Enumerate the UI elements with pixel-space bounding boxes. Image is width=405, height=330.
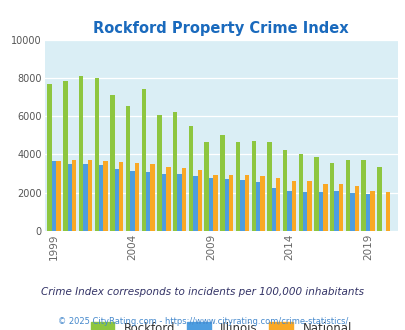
Bar	[79, 76, 83, 231]
Bar	[208, 178, 213, 231]
Text: Crime Index corresponds to incidents per 100,000 inhabitants: Crime Index corresponds to incidents per…	[41, 287, 364, 297]
Bar	[99, 165, 103, 231]
Bar	[83, 164, 87, 231]
Bar	[298, 154, 302, 231]
Bar	[146, 172, 150, 231]
Bar	[197, 170, 201, 231]
Title: Rockford Property Crime Index: Rockford Property Crime Index	[93, 21, 348, 36]
Bar	[220, 135, 224, 231]
Bar	[173, 112, 177, 231]
Bar	[354, 186, 358, 231]
Bar	[228, 175, 233, 231]
Bar	[188, 126, 193, 231]
Bar	[318, 192, 322, 231]
Bar	[103, 161, 107, 231]
Bar	[157, 115, 161, 231]
Bar	[282, 150, 287, 231]
Bar	[204, 142, 208, 231]
Bar	[126, 106, 130, 231]
Bar	[255, 182, 260, 231]
Bar	[334, 191, 338, 231]
Bar	[307, 181, 311, 231]
Bar	[260, 177, 264, 231]
Bar	[244, 175, 248, 231]
Bar	[349, 193, 354, 231]
Bar	[360, 160, 365, 231]
Bar	[385, 192, 389, 231]
Bar	[150, 164, 154, 231]
Bar	[67, 164, 72, 231]
Bar	[271, 188, 275, 231]
Bar	[119, 162, 123, 231]
Text: © 2025 CityRating.com - https://www.cityrating.com/crime-statistics/: © 2025 CityRating.com - https://www.city…	[58, 317, 347, 326]
Bar	[329, 163, 334, 231]
Bar	[110, 95, 114, 231]
Bar	[369, 191, 374, 231]
Bar	[240, 180, 244, 231]
Bar	[322, 184, 327, 231]
Bar	[141, 89, 146, 231]
Bar	[275, 178, 280, 231]
Bar	[94, 78, 99, 231]
Bar	[47, 83, 52, 231]
Bar	[376, 167, 381, 231]
Bar	[313, 157, 318, 231]
Bar	[114, 169, 119, 231]
Bar	[166, 167, 170, 231]
Bar	[134, 163, 139, 231]
Bar	[213, 175, 217, 231]
Bar	[193, 177, 197, 231]
Bar	[266, 142, 271, 231]
Bar	[63, 81, 67, 231]
Bar	[52, 161, 56, 231]
Bar	[287, 191, 291, 231]
Bar	[251, 141, 255, 231]
Bar	[365, 194, 369, 231]
Bar	[56, 161, 60, 231]
Bar	[181, 168, 186, 231]
Bar	[72, 160, 76, 231]
Bar	[235, 142, 240, 231]
Bar	[338, 184, 342, 231]
Bar	[345, 160, 349, 231]
Legend: Rockford, Illinois, National: Rockford, Illinois, National	[86, 317, 356, 330]
Bar	[224, 179, 228, 231]
Bar	[302, 192, 307, 231]
Bar	[177, 174, 181, 231]
Bar	[87, 160, 92, 231]
Bar	[130, 171, 134, 231]
Bar	[161, 174, 166, 231]
Bar	[291, 181, 295, 231]
